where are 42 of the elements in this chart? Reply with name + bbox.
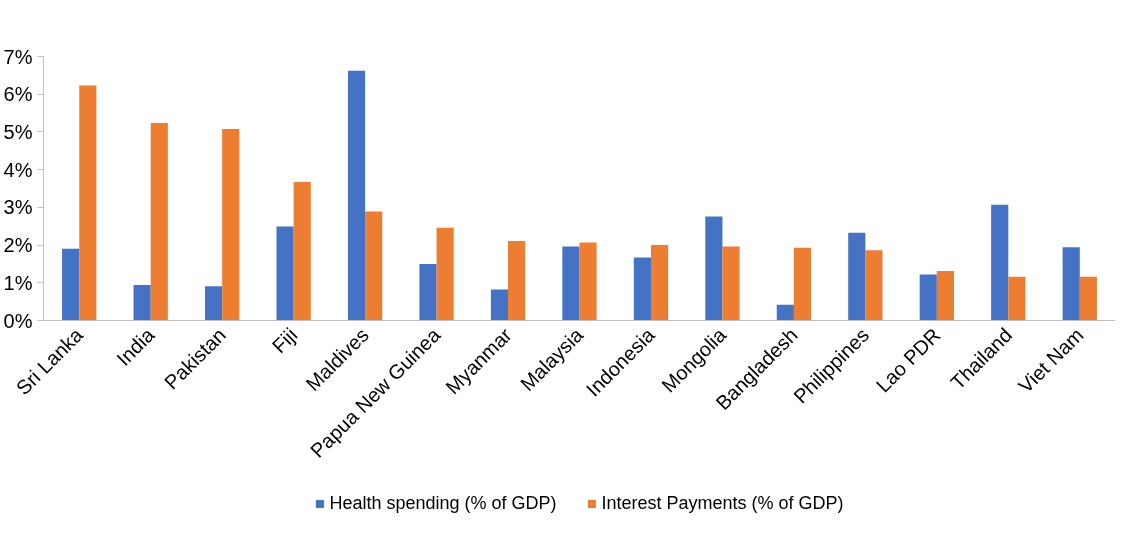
bar: [508, 240, 526, 321]
bar: [150, 122, 168, 321]
legend-label: Interest Payments (% of GDP): [601, 492, 844, 514]
bar: [62, 248, 80, 321]
bar: [205, 286, 223, 321]
bar: [848, 232, 866, 321]
bar: [865, 250, 883, 321]
bar: [579, 242, 597, 321]
bar: [936, 271, 954, 321]
bar: [436, 227, 454, 321]
bar: [793, 247, 812, 321]
bar: [991, 204, 1009, 321]
y-tick-label: 1%: [3, 271, 33, 294]
bar: [276, 226, 294, 321]
bar: [1062, 247, 1080, 321]
bar: [79, 85, 97, 321]
y-tick-label: 4%: [3, 158, 33, 181]
bar: [776, 304, 794, 321]
bar: [1079, 276, 1097, 321]
bar: [633, 257, 651, 321]
bar: [419, 263, 437, 321]
y-tick-label: 2%: [3, 234, 33, 257]
bar: [562, 246, 580, 321]
bar: [133, 285, 151, 321]
bar: [347, 70, 366, 321]
y-tick-label: 6%: [3, 83, 33, 106]
bar: [365, 211, 383, 321]
bar: [650, 245, 669, 321]
bar: [222, 128, 240, 321]
bar: [722, 246, 740, 321]
y-tick-label: 0%: [3, 309, 33, 332]
y-tick-label: 3%: [3, 196, 33, 219]
x-tick-label: Fiji: [267, 323, 302, 358]
legend-label: Health spending (% of GDP): [329, 492, 557, 514]
y-tick-label: 7%: [3, 45, 33, 68]
bar: [490, 289, 509, 321]
bar: [1008, 276, 1026, 321]
x-tick-label: Viet Nam: [1014, 323, 1088, 398]
bar: [919, 274, 937, 321]
bar: [293, 182, 311, 321]
y-tick-label: 5%: [3, 120, 33, 143]
bar: [705, 216, 723, 321]
